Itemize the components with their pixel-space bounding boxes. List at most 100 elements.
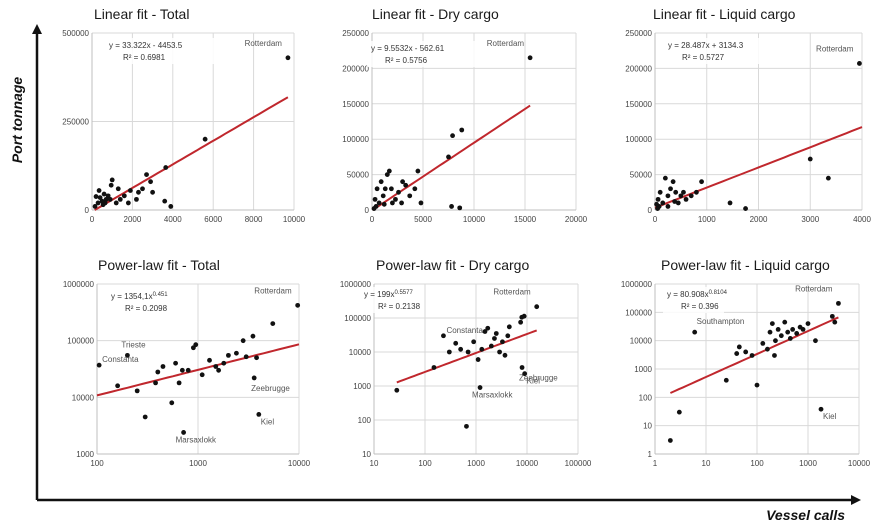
- point-annotation: Rotterdam: [816, 44, 854, 53]
- y-tick-label: 1000: [634, 365, 652, 374]
- data-point: [694, 189, 699, 195]
- data-point: [234, 350, 239, 356]
- data-point: [790, 326, 796, 332]
- data-point: [399, 200, 404, 206]
- panel-linear-dry-cargo: Linear fit - Dry cargo 0 5000 10000 15000 20…: [342, 6, 587, 224]
- data-point: [418, 200, 424, 206]
- data-point: [775, 326, 781, 332]
- data-point: [144, 172, 149, 178]
- x-tick-label: 100: [418, 459, 432, 468]
- trendline: [396, 329, 538, 384]
- data-point: [464, 423, 469, 429]
- data-point: [256, 411, 262, 417]
- trendline-equation: y = 28.487x + 3134.3: [668, 41, 744, 50]
- data-point: [372, 196, 378, 202]
- data-point: [519, 365, 525, 370]
- x-tick-label: 10: [370, 459, 379, 468]
- data-point: [121, 193, 127, 199]
- data-point: [488, 343, 494, 349]
- data-point: [734, 351, 740, 356]
- y-tick-label: 0: [85, 206, 90, 215]
- r-squared-label: R² = 0.6981: [123, 53, 166, 62]
- data-point: [108, 182, 114, 188]
- panel-title: Power-law fit - Dry cargo: [376, 257, 529, 273]
- data-point: [371, 206, 377, 211]
- y-tick-label: 10: [643, 422, 652, 431]
- data-point: [243, 354, 249, 360]
- r-squared-label: R² = 0.5756: [385, 56, 428, 65]
- data-point: [221, 360, 227, 366]
- data-point: [857, 61, 862, 66]
- data-point: [699, 179, 704, 185]
- data-point: [96, 362, 102, 368]
- data-point: [388, 186, 394, 192]
- data-point: [378, 179, 384, 185]
- data-point: [807, 156, 813, 162]
- y-tick-label: 250000: [625, 29, 652, 38]
- panel-linear-liquid-cargo: Linear fit - Liquid cargo 0 1000 2000 3000 4…: [625, 6, 871, 224]
- x-tick-label: 1000: [698, 215, 716, 224]
- panel-power-dry-cargo: Power-law fit - Dry cargo 10 100 1000 10000…: [340, 257, 592, 468]
- data-point: [692, 329, 698, 335]
- data-point: [459, 127, 465, 133]
- data-point: [457, 205, 463, 211]
- data-point: [384, 172, 390, 178]
- x-tick-label: 2000: [124, 215, 142, 224]
- data-point: [672, 199, 678, 204]
- data-point: [168, 204, 174, 209]
- data-point: [497, 349, 502, 355]
- equation-exponent: 0.451: [153, 292, 169, 298]
- data-point: [743, 349, 749, 355]
- data-point: [676, 409, 682, 415]
- data-point: [665, 204, 671, 209]
- y-tick-label: 50000: [630, 171, 653, 180]
- data-point: [190, 345, 196, 351]
- data-point: [772, 353, 777, 358]
- data-point: [381, 201, 387, 207]
- point-annotation: Rotterdam: [795, 284, 833, 293]
- data-point: [678, 193, 684, 199]
- panel-title: Linear fit - Total: [94, 6, 189, 22]
- point-annotation: Constanta: [102, 355, 139, 364]
- data-point: [115, 186, 121, 192]
- data-point: [254, 355, 259, 361]
- point-annotation: Zeebrugge: [251, 384, 290, 393]
- r-squared-label: R² = 0.5727: [682, 53, 725, 62]
- x-tick-label: 0: [370, 215, 375, 224]
- trendline: [96, 343, 300, 397]
- data-point: [829, 313, 835, 319]
- equation-box: [664, 38, 775, 64]
- data-point: [125, 352, 130, 358]
- equation-box: [105, 38, 215, 64]
- data-point: [412, 186, 418, 192]
- panel-linear-total: Linear fit - Total 0 2000 4000 6000 8000 1000…: [62, 6, 305, 224]
- data-point: [527, 55, 533, 61]
- data-point: [396, 189, 401, 195]
- x-tick-label: 1: [653, 459, 658, 468]
- data-point: [665, 193, 671, 199]
- data-point: [431, 365, 437, 370]
- data-point: [502, 352, 508, 358]
- data-point: [736, 344, 742, 350]
- x-tick-label: 100000: [565, 459, 592, 468]
- trendline: [94, 96, 289, 211]
- data-point: [134, 196, 139, 202]
- data-point: [250, 333, 256, 339]
- data-point: [500, 339, 505, 345]
- y-tick-label: 200000: [342, 64, 369, 73]
- data-point: [99, 198, 105, 204]
- data-point: [832, 319, 838, 325]
- r-squared-label: R² = 0.396: [681, 302, 719, 311]
- equation-exponent: 0.8104: [709, 290, 728, 296]
- x-tick-label: 1000: [467, 459, 485, 468]
- data-point: [148, 179, 153, 185]
- x-tick-label: 0: [653, 215, 658, 224]
- data-point: [675, 200, 681, 206]
- data-point: [769, 321, 775, 327]
- x-tick-label: 100: [750, 459, 764, 468]
- data-point: [394, 387, 400, 393]
- data-point: [446, 349, 452, 355]
- x-tick-label: 10000: [463, 215, 486, 224]
- data-point: [270, 321, 276, 327]
- y-tick-label: 200000: [625, 64, 652, 73]
